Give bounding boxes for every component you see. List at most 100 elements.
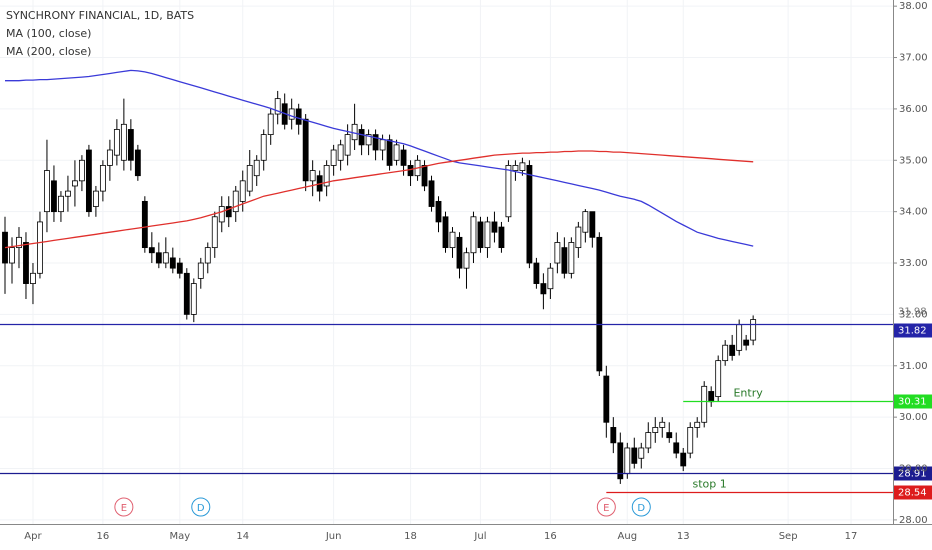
candle-body — [44, 170, 50, 213]
candle-body — [687, 427, 694, 454]
candle-body — [183, 272, 190, 315]
candle-body — [134, 149, 141, 177]
candle-body — [330, 149, 337, 166]
price-label-box — [894, 323, 932, 338]
candle-body — [379, 139, 386, 151]
x-tick-label: 13 — [677, 531, 690, 542]
price-label: 30.31 — [898, 397, 927, 408]
overlay: 31.82 30.31 Entry 28.91 28.54 stop 1 31.98 E D E D — [0, 304, 932, 517]
candle-body — [141, 200, 148, 249]
candle-body — [673, 442, 680, 454]
candle-body — [421, 165, 428, 187]
candle-body — [624, 447, 631, 475]
candle-body — [176, 262, 183, 274]
candle-body — [743, 339, 750, 346]
candle-body — [351, 123, 358, 141]
candle-body — [750, 319, 757, 341]
candle-body — [596, 236, 603, 372]
candle-body — [645, 432, 652, 449]
candle-body — [498, 226, 505, 249]
price-label: 31.98 — [898, 306, 927, 317]
price-label-box — [894, 466, 932, 481]
candle-body — [155, 252, 162, 264]
candle-body — [253, 159, 260, 177]
x-tick-label: Sep — [779, 531, 798, 542]
candle-body — [302, 118, 309, 182]
price-label: 28.91 — [898, 469, 927, 480]
candle-body — [106, 149, 113, 166]
candle-body — [197, 262, 204, 279]
y-tick-label: 38.00 — [899, 1, 928, 12]
candle-body — [37, 221, 43, 274]
candle-body — [246, 165, 253, 192]
candle-body — [533, 262, 540, 284]
y-tick-label: 32.00 — [899, 309, 928, 320]
candle-body — [582, 211, 589, 233]
candle-body — [92, 190, 99, 207]
candle-body — [554, 242, 561, 264]
candle-body — [694, 421, 701, 428]
candle-body — [666, 432, 673, 439]
candle-body — [23, 242, 29, 284]
x-tick-label: Apr — [24, 531, 42, 542]
candle-body — [232, 190, 239, 213]
candle-body — [211, 216, 218, 249]
candle-body — [470, 216, 477, 254]
x-tick-label: 16 — [97, 531, 110, 542]
candle-body — [505, 165, 512, 218]
y-tick-label: 29.00 — [899, 464, 928, 475]
candle-body — [568, 242, 575, 274]
event-label: D — [637, 503, 645, 514]
candle-body — [631, 447, 638, 464]
candle-body — [512, 165, 519, 171]
candle-body — [309, 170, 316, 182]
candle-body — [589, 211, 596, 238]
candle-body — [372, 134, 379, 151]
event-label: D — [197, 503, 205, 514]
candle-body — [715, 360, 722, 397]
candle-body — [519, 162, 526, 171]
candle-body — [659, 421, 666, 428]
x-tick-label: 18 — [404, 531, 417, 542]
candle-body — [428, 180, 435, 207]
chart-title: SYNCHRONY FINANCIAL, 1D, BATS — [6, 9, 194, 22]
candle-body — [16, 236, 22, 249]
candle-body — [463, 252, 470, 269]
price-label: 28.54 — [898, 488, 927, 499]
event-marker — [631, 497, 651, 517]
candle-body — [617, 442, 624, 480]
y-tick-label: 35.00 — [899, 155, 928, 166]
event-label: E — [603, 503, 609, 514]
candle-body — [190, 283, 197, 315]
candle-body — [386, 139, 393, 166]
candle-body — [169, 257, 176, 269]
candle-body — [30, 272, 36, 284]
moving-average — [4, 150, 754, 249]
candle-body — [99, 165, 106, 192]
price-label-box — [894, 485, 932, 500]
candle-body — [449, 231, 456, 249]
price-label-box — [894, 394, 932, 409]
candle-body — [652, 427, 659, 433]
y-tick-label: 33.00 — [899, 258, 928, 269]
candle-body — [701, 385, 708, 423]
candle-body — [120, 123, 127, 161]
candle-body — [344, 134, 351, 156]
event-label: E — [121, 503, 127, 514]
price-label-box — [894, 304, 932, 318]
candle-body — [274, 98, 281, 115]
candle-body — [162, 252, 169, 264]
candle-body — [736, 324, 743, 351]
candle-body — [358, 129, 365, 146]
candle-body — [127, 129, 134, 161]
x-tick-label: Jul — [473, 531, 486, 542]
candle-body — [204, 247, 211, 264]
candle-body — [260, 134, 267, 161]
price-label: 31.82 — [898, 326, 927, 337]
legend-entry: MA (200, close) — [6, 45, 91, 58]
event-marker — [114, 497, 134, 517]
candle-body — [435, 200, 442, 223]
x-tick-label: 17 — [845, 531, 858, 542]
candle-body — [547, 267, 554, 290]
